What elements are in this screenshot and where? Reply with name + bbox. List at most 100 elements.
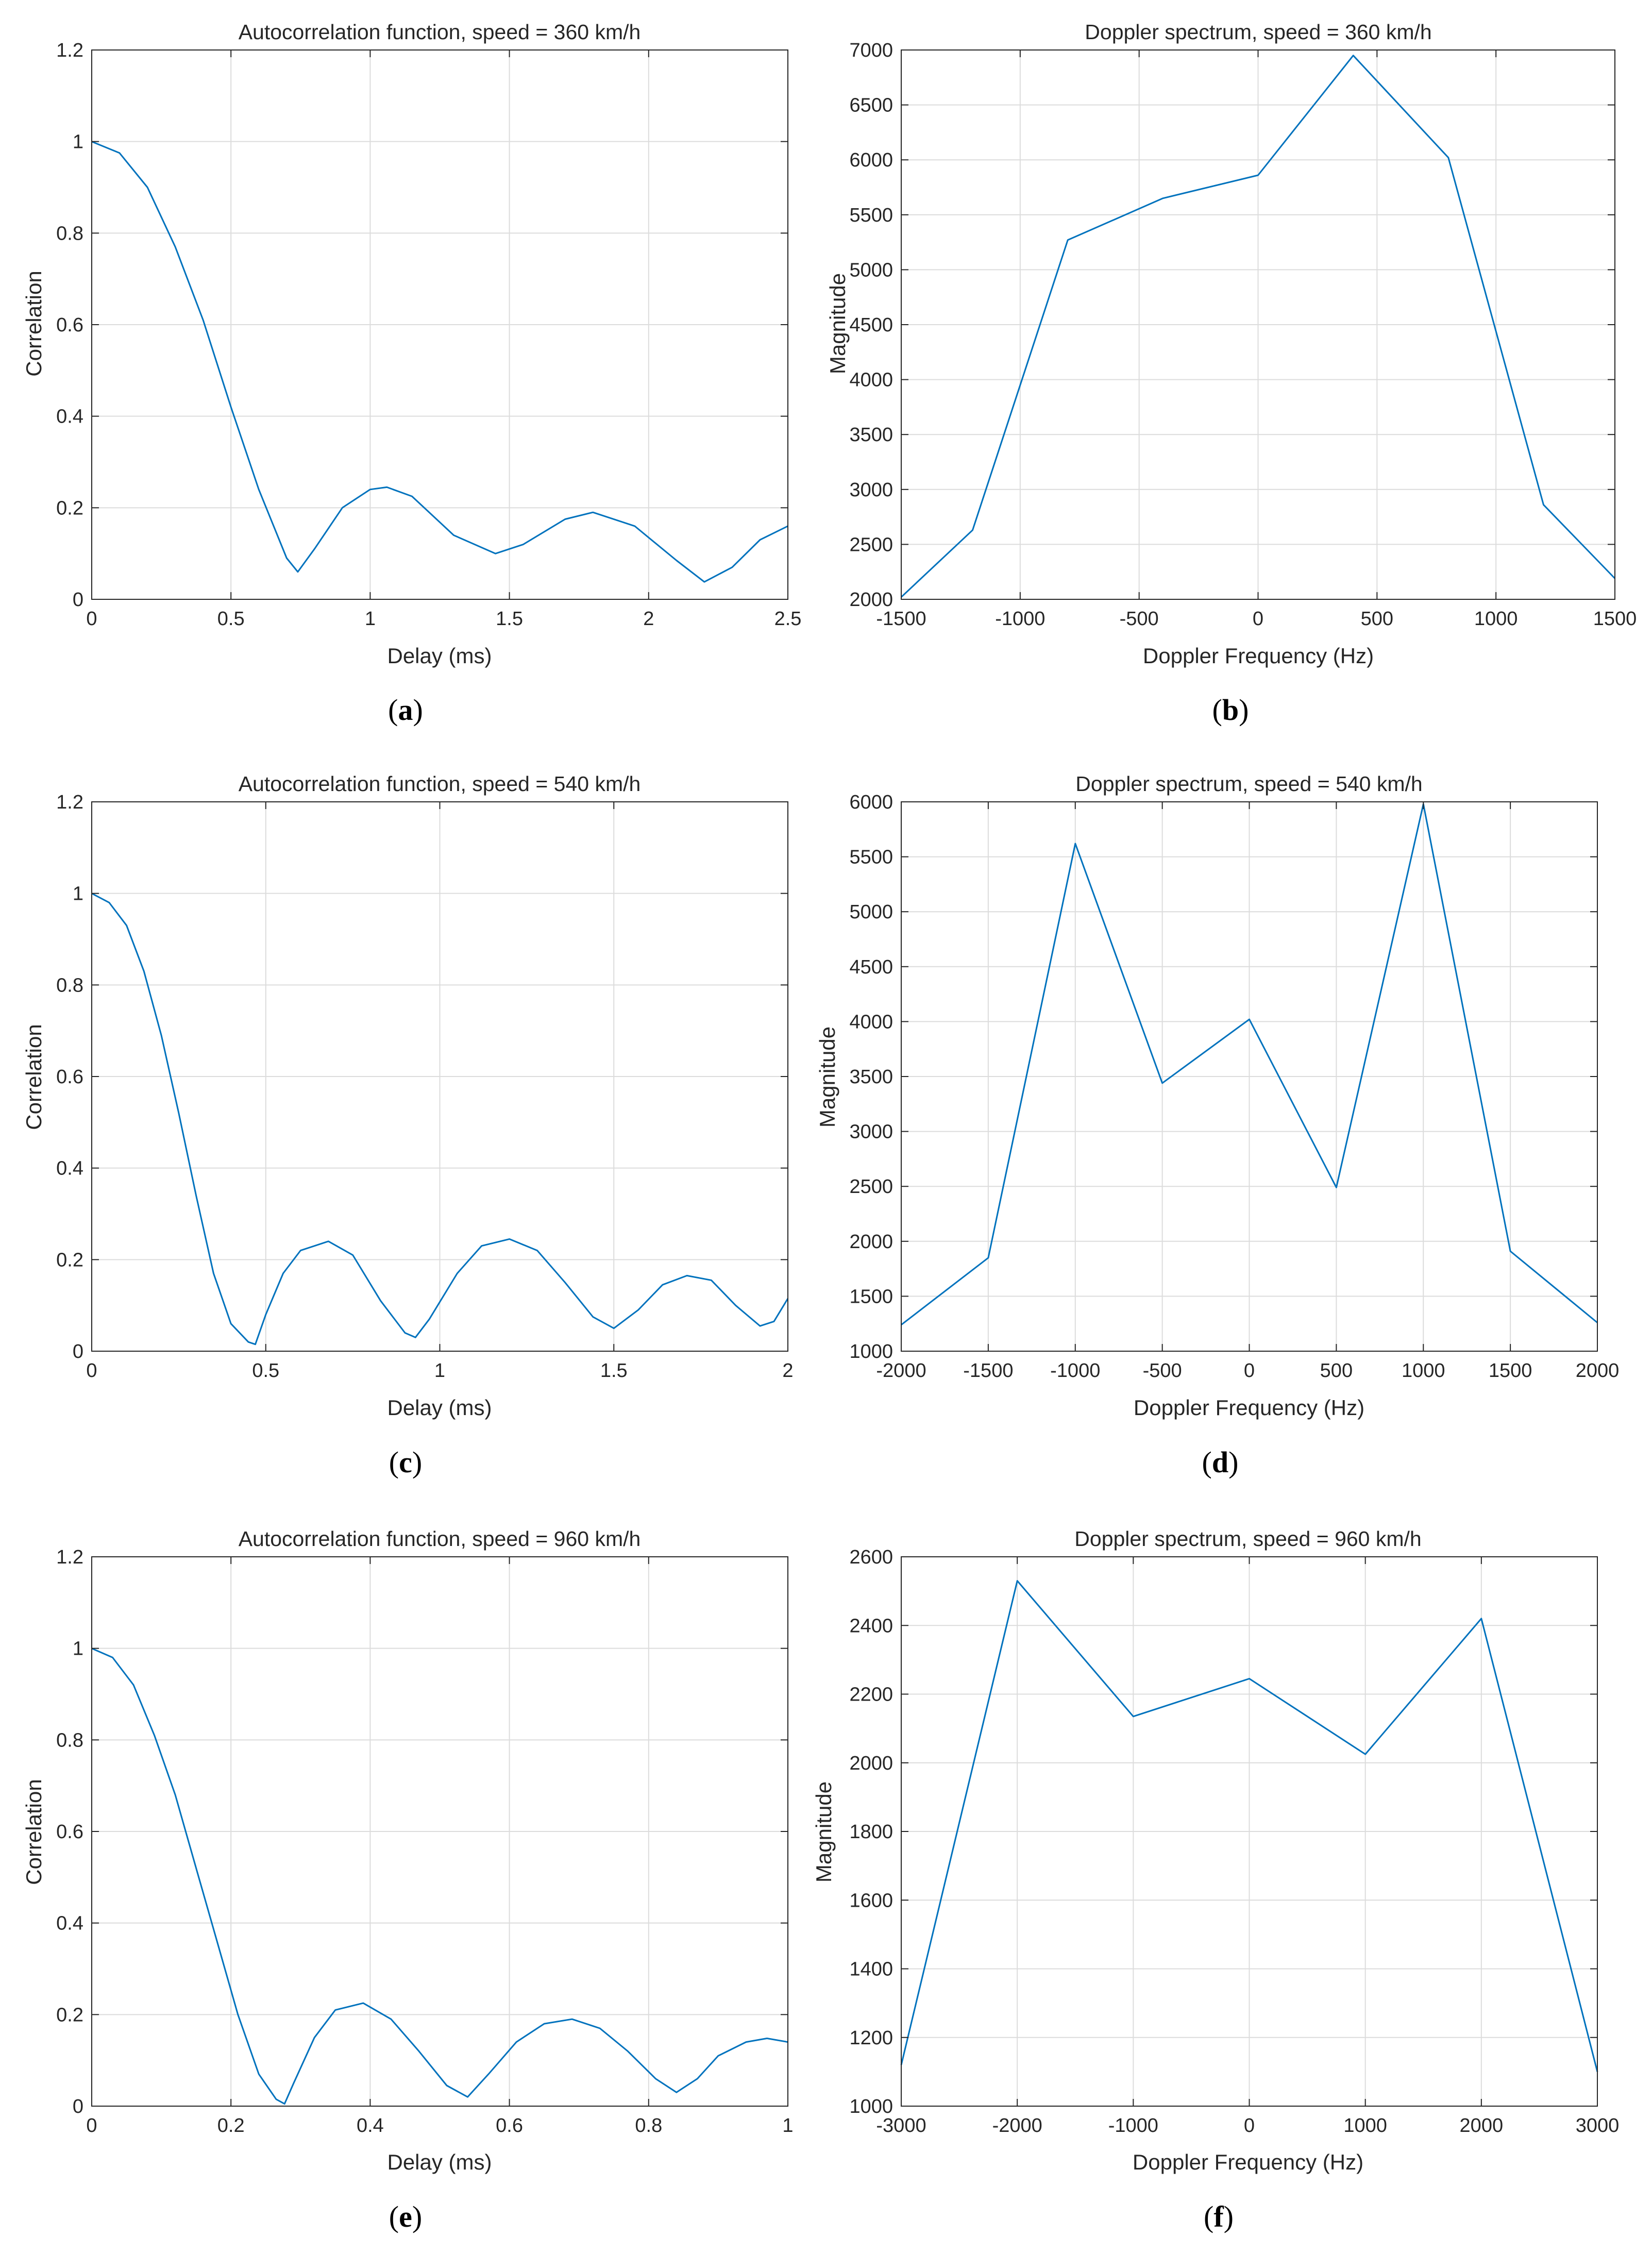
panel-d-y-tick-label: 2000 bbox=[849, 1231, 893, 1253]
panel-e-plot: 0 0.2 0.4 0.6 0.8 1 0 0.2 0.4 0.6 0.8 1 1.2 bbox=[56, 1546, 793, 2137]
panel-b-y-tick-label: 4500 bbox=[849, 314, 893, 336]
panel-f-x-tick-label: 2000 bbox=[1460, 2115, 1504, 2137]
panel-e-series-line-0 bbox=[91, 1647, 788, 2105]
panel-a-x-tick-label: 0.5 bbox=[217, 608, 245, 630]
panel-b-x-tick-label: 1500 bbox=[1593, 608, 1637, 630]
panel-b-caption: (b) bbox=[1212, 693, 1249, 727]
panel-e-y-tick-label: 0 bbox=[73, 2096, 83, 2117]
panel-b-y-tick-label: 2000 bbox=[849, 589, 893, 611]
panel-e-y-tick-label: 1.2 bbox=[56, 1546, 83, 1568]
panel-d-y-tick-label: 2500 bbox=[849, 1176, 893, 1198]
panel-d-y-tick-label: 3500 bbox=[849, 1066, 893, 1088]
panel-a-xlabel: Delay (ms) bbox=[387, 644, 492, 668]
panel-e-ylabel: Correlation bbox=[22, 1779, 46, 1885]
panel-e-y-tick-label: 0.6 bbox=[56, 1821, 83, 1843]
panel-f-y-tick-label: 2000 bbox=[849, 1753, 893, 1774]
panel-b-y-tick-label: 2500 bbox=[849, 534, 893, 556]
panel-f-y-tick-label: 1200 bbox=[849, 2027, 893, 2049]
panel-d-series-line-0 bbox=[901, 803, 1598, 1325]
panel-d-x-tick-label: 2000 bbox=[1576, 1360, 1620, 1382]
panel-f-y-tick-label: 1800 bbox=[849, 1821, 893, 1843]
panel-c-y-tick-label: 1.2 bbox=[56, 792, 83, 813]
panel-f-plot: -3000 -2000 -1000 0 1000 2000 3000 1000 1200 1400… bbox=[849, 1546, 1619, 2137]
panel-d-x-tick-label: 500 bbox=[1320, 1360, 1353, 1382]
panel-f-y-tick-label: 1600 bbox=[849, 1890, 893, 1911]
panel-e-x-tick-label: 0 bbox=[86, 2115, 97, 2137]
panel-f-caption: (f) bbox=[1204, 2200, 1234, 2233]
panel-d: Doppler spectrum, speed = 540 km/h -2000… bbox=[815, 772, 1619, 1479]
panel-a-x-tick-label: 0 bbox=[86, 608, 97, 630]
panel-e-x-tick-label: 1 bbox=[782, 2115, 793, 2137]
panel-f-y-tick-label: 1400 bbox=[849, 1959, 893, 1980]
panel-f-y-tick-label: 2400 bbox=[849, 1615, 893, 1637]
panel-d-caption: (d) bbox=[1202, 1445, 1239, 1479]
panel-c-x-tick-label: 1.5 bbox=[600, 1360, 628, 1382]
panel-d-ylabel: Magnitude bbox=[815, 1027, 839, 1128]
panel-f-y-tick-label: 2200 bbox=[849, 1684, 893, 1706]
panel-c-xlabel: Delay (ms) bbox=[387, 1395, 492, 1420]
panel-e-x-tick-label: 0.8 bbox=[635, 2115, 662, 2137]
panel-a-x-tick-label: 2 bbox=[643, 608, 654, 630]
panel-e-x-tick-label: 0.4 bbox=[357, 2115, 384, 2137]
panel-c-x-tick-label: 0.5 bbox=[252, 1360, 279, 1382]
panel-a: Autocorrelation function, speed = 360 km… bbox=[22, 20, 801, 727]
panel-c-y-tick-label: 0.8 bbox=[56, 974, 83, 996]
panel-b-x-tick-label: 0 bbox=[1253, 608, 1263, 630]
panel-b-series-line-0 bbox=[900, 55, 1616, 598]
panel-a-y-tick-label: 0.4 bbox=[56, 406, 83, 428]
panel-c-y-tick-label: 0 bbox=[73, 1341, 83, 1363]
panel-b-y-tick-label: 3000 bbox=[849, 479, 893, 501]
panel-b-plot: -1500 -1000 -500 0 500 1000 1500 2000 2500 3000 35… bbox=[849, 40, 1637, 630]
panel-f-y-tick-label: 2600 bbox=[849, 1546, 893, 1568]
panel-e-title: Autocorrelation function, speed = 960 km… bbox=[239, 1527, 641, 1551]
panel-a-y-tick-label: 1.2 bbox=[56, 40, 83, 61]
panel-d-x-tick-label: -1000 bbox=[1050, 1360, 1100, 1382]
panel-c-title: Autocorrelation function, speed = 540 km… bbox=[239, 772, 641, 796]
panel-f-y-tick-label: 1000 bbox=[849, 2096, 893, 2117]
panel-e-x-tick-label: 0.6 bbox=[496, 2115, 523, 2137]
panel-a-y-tick-label: 0 bbox=[73, 589, 83, 611]
panel-a-y-tick-label: 0.2 bbox=[56, 497, 83, 519]
panel-c-y-tick-label: 0.6 bbox=[56, 1066, 83, 1088]
panel-f-x-tick-label: 1000 bbox=[1343, 2115, 1387, 2137]
panel-d-y-tick-label: 4500 bbox=[849, 956, 893, 978]
panel-a-x-tick-label: 1 bbox=[365, 608, 376, 630]
panel-b-y-tick-label: 3500 bbox=[849, 424, 893, 446]
panel-c-caption: (c) bbox=[389, 1445, 422, 1479]
panel-e: Autocorrelation function, speed = 960 km… bbox=[22, 1527, 794, 2233]
panel-c-x-tick-label: 2 bbox=[782, 1360, 793, 1382]
panel-c-x-tick-label: 0 bbox=[86, 1360, 97, 1382]
panel-b-x-tick-label: -1500 bbox=[876, 608, 926, 630]
panel-b-xlabel: Doppler Frequency (Hz) bbox=[1143, 644, 1374, 668]
panel-e-y-tick-label: 0.8 bbox=[56, 1729, 83, 1751]
panel-a-y-tick-label: 0.6 bbox=[56, 314, 83, 336]
panel-a-caption: (a) bbox=[388, 693, 423, 727]
panel-b-y-tick-label: 4000 bbox=[849, 369, 893, 391]
panel-b-x-tick-label: 500 bbox=[1361, 608, 1393, 630]
panel-e-caption: (e) bbox=[389, 2200, 422, 2233]
panel-b-title: Doppler spectrum, speed = 360 km/h bbox=[1085, 20, 1431, 44]
panel-d-y-tick-label: 4000 bbox=[849, 1011, 893, 1033]
panel-c-x-tick-label: 1 bbox=[434, 1360, 445, 1382]
panel-f-x-tick-label: 3000 bbox=[1576, 2115, 1620, 2137]
panel-d-xlabel: Doppler Frequency (Hz) bbox=[1134, 1395, 1364, 1420]
panel-b: Doppler spectrum, speed = 360 km/h -1500… bbox=[825, 20, 1637, 727]
panel-d-x-tick-label: 1500 bbox=[1489, 1360, 1532, 1382]
panel-c-y-tick-label: 0.2 bbox=[56, 1249, 83, 1271]
panel-a-y-tick-label: 0.8 bbox=[56, 223, 83, 244]
panel-d-x-tick-label: 1000 bbox=[1402, 1360, 1445, 1382]
panel-b-x-tick-label: 1000 bbox=[1474, 608, 1518, 630]
panel-a-x-tick-label: 1.5 bbox=[496, 608, 523, 630]
panel-d-y-tick-label: 1500 bbox=[849, 1286, 893, 1307]
panel-f-ylabel: Magnitude bbox=[812, 1781, 836, 1882]
panel-b-y-tick-label: 6500 bbox=[849, 95, 893, 116]
panel-f-series-line-0 bbox=[900, 1580, 1598, 2072]
panel-e-y-tick-label: 0.2 bbox=[56, 2004, 83, 2026]
panel-c-plot: 0 0.5 1 1.5 2 0 0.2 0.4 0.6 0.8 1 1.2 bbox=[56, 792, 793, 1382]
panel-b-y-tick-label: 6000 bbox=[849, 149, 893, 171]
panel-b-y-tick-label: 7000 bbox=[849, 40, 893, 61]
panel-f-x-tick-label: -1000 bbox=[1108, 2115, 1158, 2137]
panel-d-y-tick-label: 5500 bbox=[849, 847, 893, 868]
panel-a-series-line-0 bbox=[91, 141, 788, 583]
